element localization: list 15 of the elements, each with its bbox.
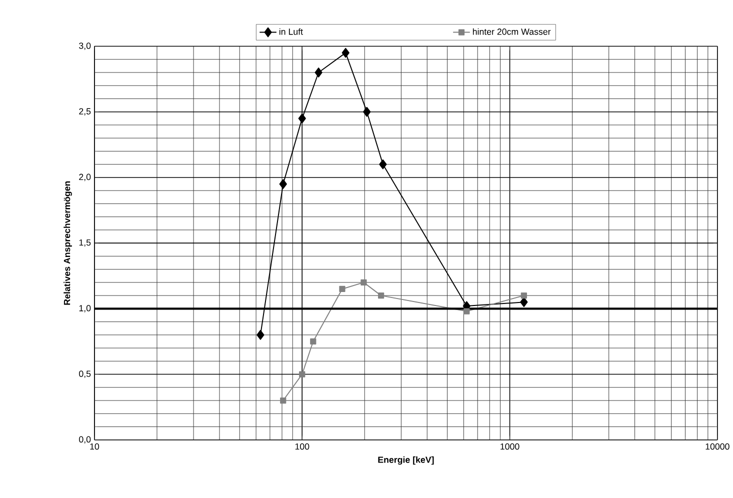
x-tick-label: 10 <box>90 443 100 450</box>
y-tick-label: 3,0 <box>79 42 91 50</box>
y-tick-label: 1,5 <box>79 239 91 247</box>
x-tick-label: 1000 <box>500 443 520 450</box>
legend-label: in Luft <box>279 28 303 35</box>
x-tick-label: 10000 <box>706 443 730 450</box>
legend-label: hinter 20cm Wasser <box>472 28 551 35</box>
y-tick-label: 1,0 <box>79 305 91 312</box>
y-axis-title: Relatives Ansprechvermögen <box>64 181 72 305</box>
y-tick-label: 2,0 <box>79 174 91 182</box>
x-tick-label: 100 <box>295 443 310 450</box>
y-tick-label: 0,5 <box>79 370 91 378</box>
x-axis-title: Energie [keV] <box>378 456 434 465</box>
y-tick-label: 0,0 <box>79 436 91 444</box>
y-tick-label: 2,5 <box>79 108 91 116</box>
